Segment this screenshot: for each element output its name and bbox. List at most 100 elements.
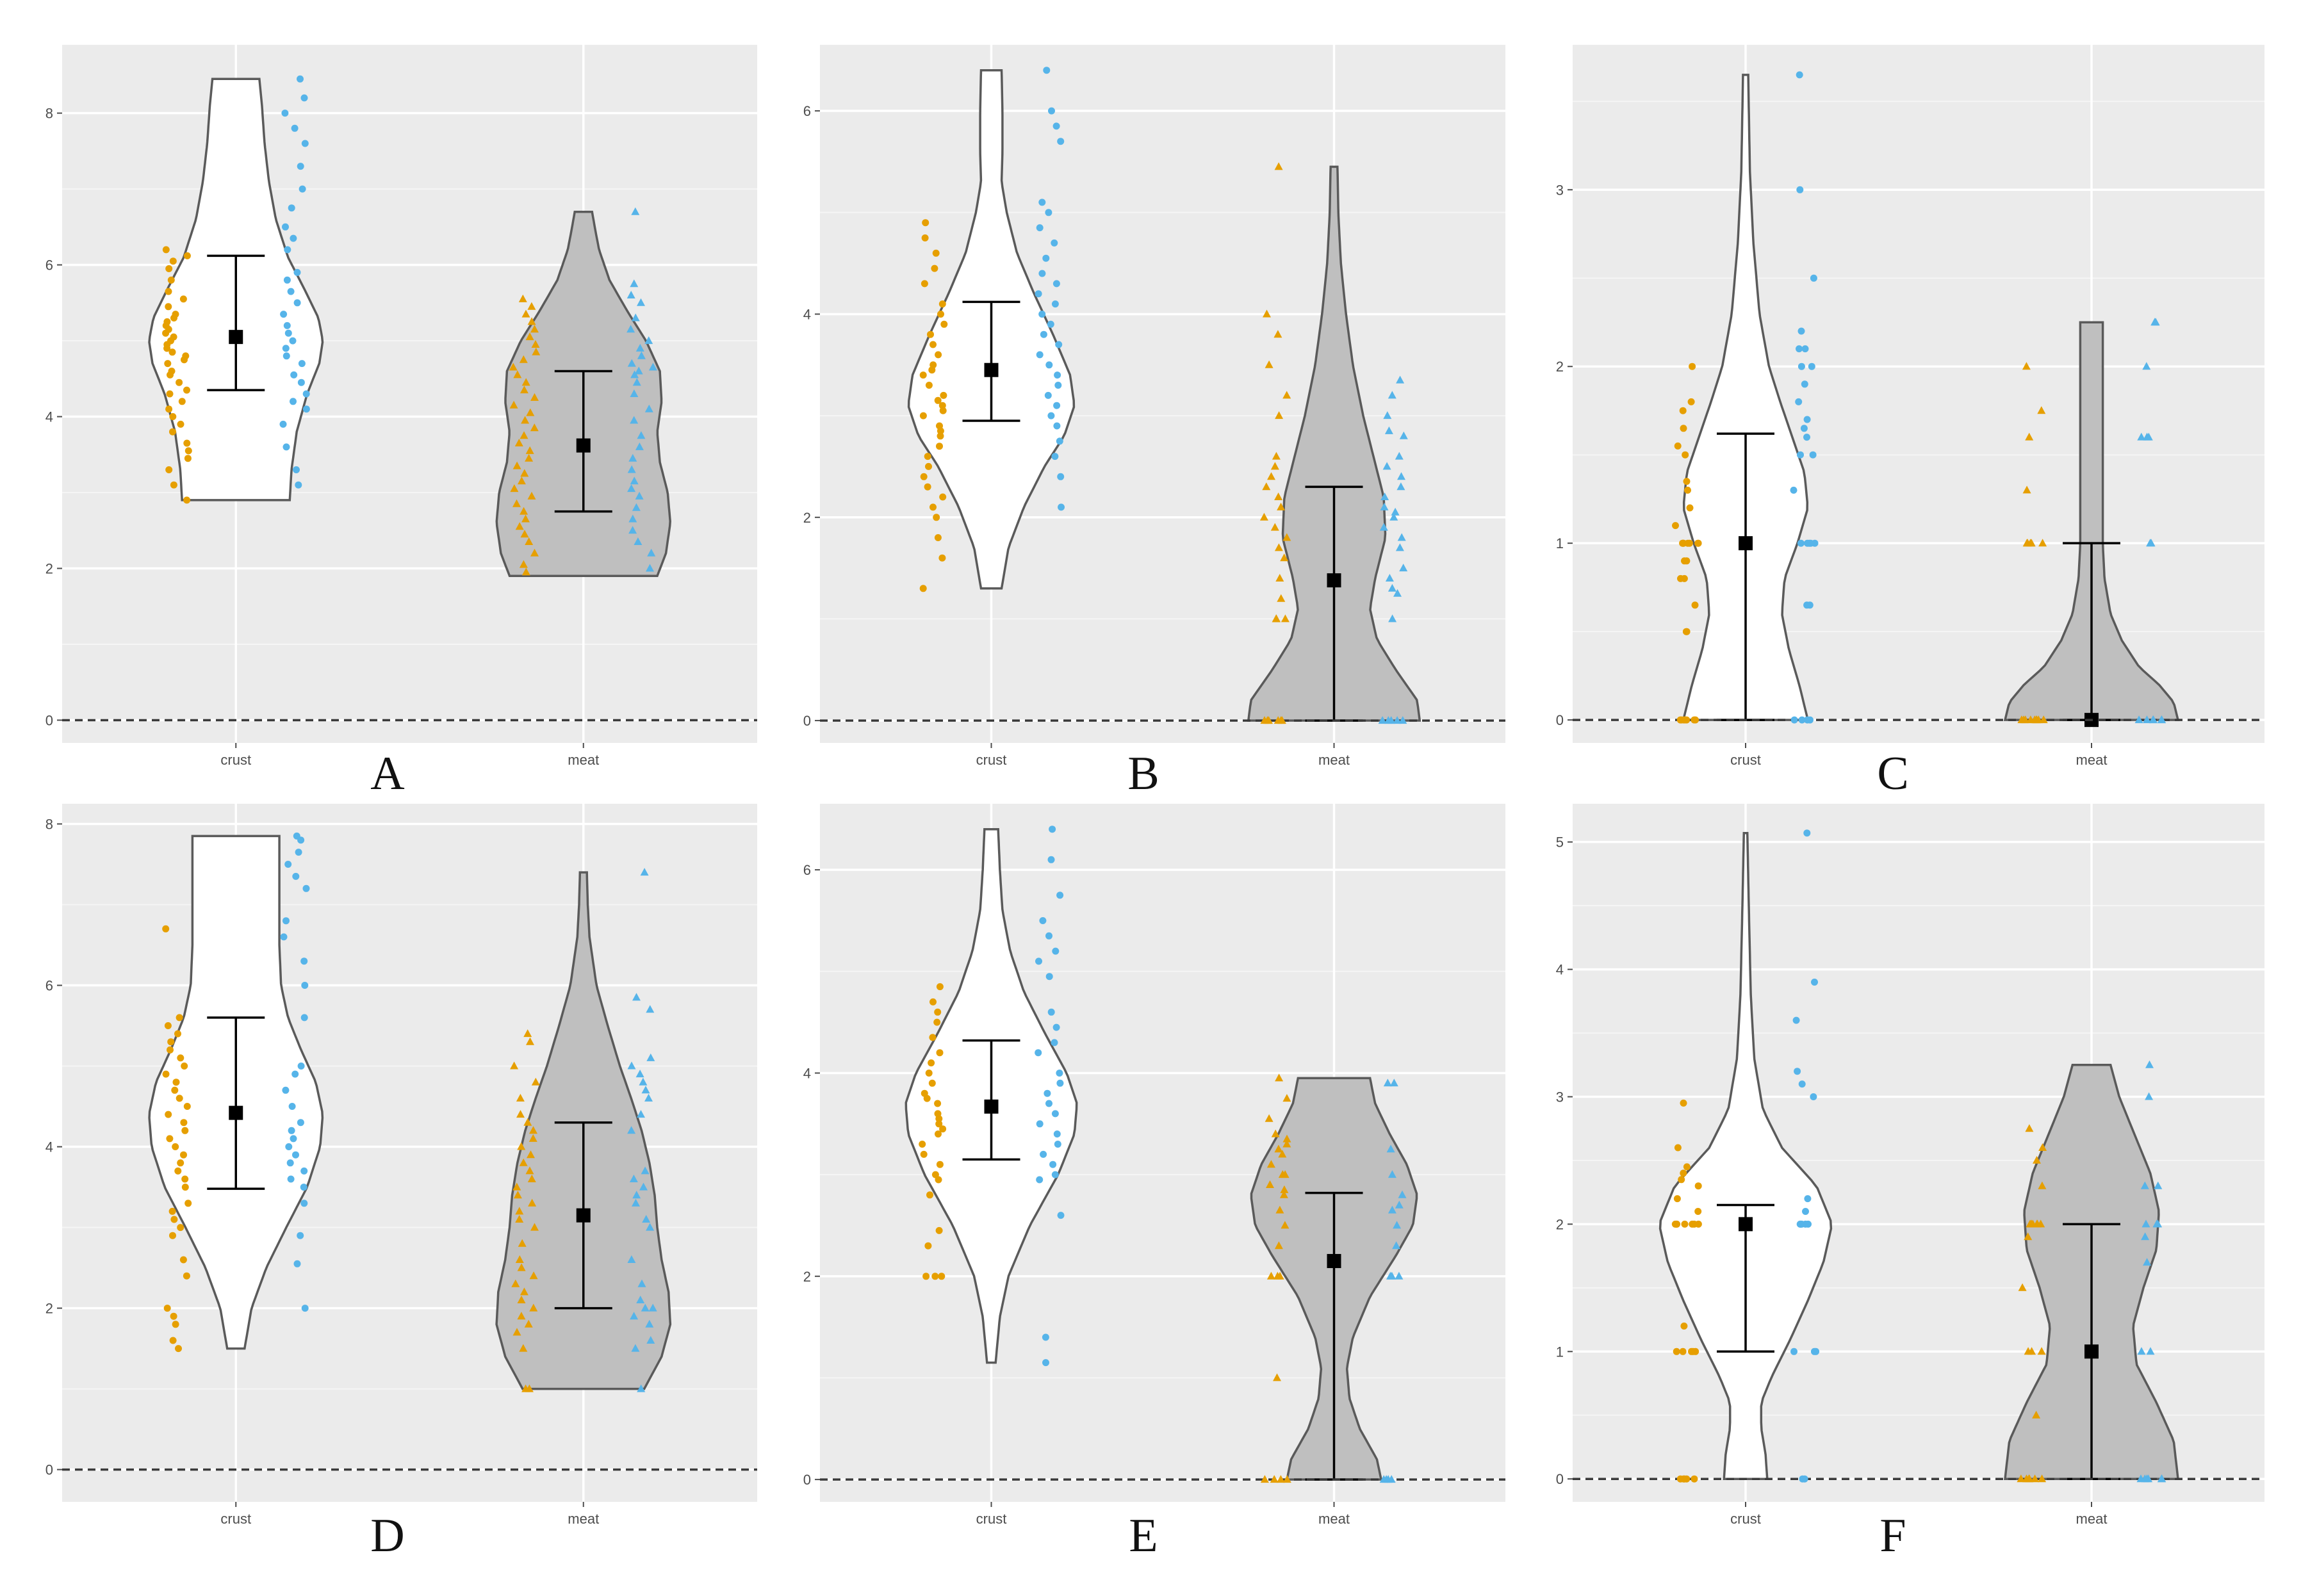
data-point-crust_right <box>1040 330 1047 338</box>
data-point-crust_right <box>299 185 306 193</box>
data-point-crust_right <box>286 1159 294 1167</box>
data-point-meat_right <box>1388 1170 1396 1178</box>
data-point-crust_right <box>1055 341 1063 348</box>
data-point-crust_left <box>177 1054 184 1062</box>
data-point-meat_right <box>1392 1241 1401 1250</box>
data-point-meat_left <box>526 408 535 416</box>
data-point-meat_left <box>521 416 530 424</box>
data-point-meat_right <box>1382 462 1391 470</box>
data-point-crust_right <box>1036 1176 1044 1184</box>
data-point-crust_left <box>183 252 191 259</box>
data-point-meat_right <box>634 366 643 375</box>
data-point-crust_left <box>924 483 931 491</box>
data-point-meat_right <box>2141 1232 2150 1241</box>
data-point-crust_left <box>1691 1475 1698 1483</box>
data-point-meat_right <box>631 313 640 322</box>
data-point-meat_left <box>1272 614 1281 623</box>
panel-e: 0 2 4 6 crust meat <box>803 804 1505 1527</box>
data-point-meat_right <box>647 548 656 557</box>
data-point-crust_right <box>1790 1348 1797 1355</box>
data-point-crust_left <box>936 443 943 450</box>
data-point-crust_left <box>176 1095 183 1102</box>
panel-label-f: F <box>1879 1510 1906 1562</box>
data-point-meat_left <box>2039 715 2048 724</box>
data-point-crust_left <box>926 1191 933 1199</box>
data-point-crust_left <box>165 303 172 311</box>
data-point-crust_left <box>919 585 927 592</box>
y-tick-label: 4 <box>803 306 811 322</box>
data-point-meat_left <box>515 522 524 530</box>
data-point-meat_left <box>1281 614 1290 623</box>
data-point-meat_right <box>627 359 636 367</box>
data-point-crust_right <box>288 1127 295 1134</box>
data-point-meat_right <box>630 279 639 288</box>
data-point-crust_right <box>1803 601 1811 609</box>
data-point-meat_left <box>525 1166 534 1175</box>
data-point-crust_right <box>301 140 309 147</box>
x-tick-label-crust: crust <box>976 1511 1007 1527</box>
data-point-meat_left <box>512 461 521 469</box>
data-point-meat_left <box>2031 1474 2040 1483</box>
data-point-crust_right <box>293 466 300 473</box>
data-point-crust_right <box>1797 451 1804 459</box>
y-tick-label: 4 <box>45 409 53 425</box>
data-point-crust_right <box>1056 1079 1064 1087</box>
data-point-crust_right <box>285 1143 293 1150</box>
data-point-crust_left <box>181 1127 189 1134</box>
data-point-meat_left <box>527 317 536 325</box>
data-point-meat_left <box>1274 1144 1283 1153</box>
data-point-crust_left <box>165 466 173 473</box>
data-point-crust_right <box>300 94 308 102</box>
data-point-crust_left <box>169 1232 176 1239</box>
data-point-meat_left <box>2017 1474 2026 1483</box>
data-point-meat_right <box>2145 1060 2154 1068</box>
data-point-meat_right <box>629 1175 638 1182</box>
violin-meat <box>2003 321 2180 721</box>
data-point-meat_left <box>2037 1347 2046 1355</box>
data-point-crust_left <box>169 428 176 436</box>
data-point-meat_left <box>2022 362 2031 370</box>
data-point-crust_right <box>292 1151 299 1159</box>
data-point-meat_right <box>2142 362 2151 370</box>
data-point-crust_left <box>170 333 177 341</box>
data-point-meat_left <box>525 332 534 341</box>
data-point-meat_right <box>1398 716 1407 724</box>
data-point-crust_right <box>1056 892 1064 899</box>
data-point-meat_left <box>511 1279 520 1287</box>
data-point-crust_right <box>1797 539 1805 547</box>
y-tick-label: 2 <box>1556 1216 1564 1232</box>
data-point-meat_left <box>2017 715 2026 724</box>
data-point-crust_left <box>934 1008 942 1016</box>
data-point-crust_left <box>181 1063 188 1070</box>
plot-background <box>1573 804 2264 1502</box>
y-tick-label: 4 <box>45 1139 53 1155</box>
data-point-meat_left <box>512 1328 521 1336</box>
data-point-crust_left <box>176 379 183 386</box>
data-point-meat_left <box>2033 1155 2041 1164</box>
data-point-meat_left <box>525 1384 534 1392</box>
data-point-meat_left <box>1282 1134 1291 1143</box>
data-point-crust_left <box>935 1130 942 1138</box>
data-point-meat_left <box>2028 1219 2037 1228</box>
data-point-meat_left <box>1266 1271 1275 1280</box>
data-point-meat_right <box>646 1336 655 1344</box>
data-point-meat_left <box>2022 1474 2031 1483</box>
data-point-crust_left <box>936 983 944 991</box>
data-point-crust_right <box>1054 371 1061 379</box>
x-tick-label-crust: crust <box>1730 752 1761 768</box>
data-point-meat_left <box>1267 472 1275 480</box>
data-point-crust_right <box>1047 412 1055 419</box>
data-point-crust_right <box>290 371 298 379</box>
data-point-crust_left <box>172 1143 179 1150</box>
data-point-meat_right <box>1391 507 1400 516</box>
data-point-crust_left <box>1680 1099 1687 1107</box>
y-tick-label: 5 <box>1556 835 1564 851</box>
data-point-meat_right <box>632 378 641 386</box>
data-point-crust_left <box>1679 1348 1687 1355</box>
data-point-crust_left <box>164 1022 172 1029</box>
data-point-meat_left <box>1276 1475 1285 1483</box>
data-point-crust_left <box>1680 1323 1688 1330</box>
data-point-crust_right <box>301 982 309 989</box>
data-point-crust_right <box>1038 270 1046 277</box>
data-point-meat_left <box>517 1263 526 1271</box>
